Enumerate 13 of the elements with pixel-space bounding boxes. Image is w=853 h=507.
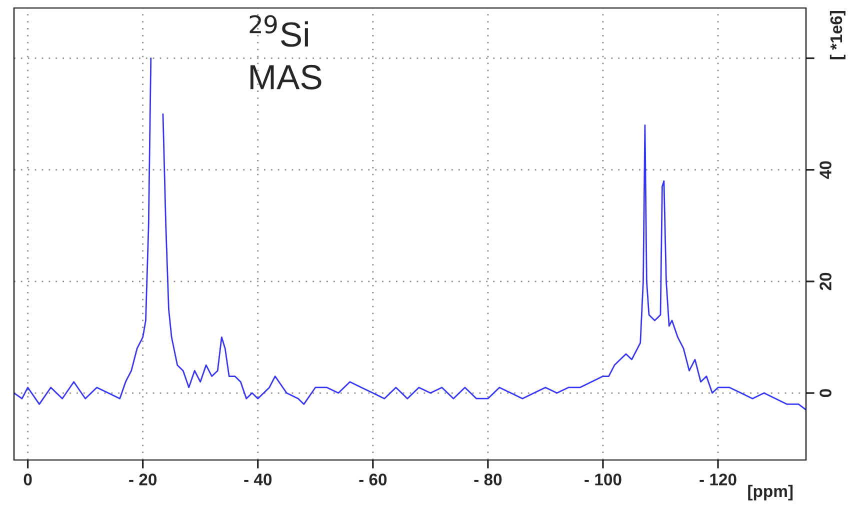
x-tick-label: - 40 [244,474,272,486]
x-axis-title: [ppm] [748,484,793,500]
x-tick-label: - 20 [129,474,157,486]
y-tick-label: 40 [820,161,832,179]
y-axis-title: [ *1e6] [830,11,846,60]
y-tick-label: 20 [820,272,832,290]
x-tick-label: - 80 [474,474,502,486]
y-tick-label: 0 [820,389,832,398]
x-tick-label: - 60 [359,474,387,486]
x-tick-label: - 100 [584,474,622,486]
annotation: $^{29}$Si MAS [250,15,322,90]
x-tick-label: - 120 [700,474,736,486]
x-tick-label: 0 [24,474,32,486]
